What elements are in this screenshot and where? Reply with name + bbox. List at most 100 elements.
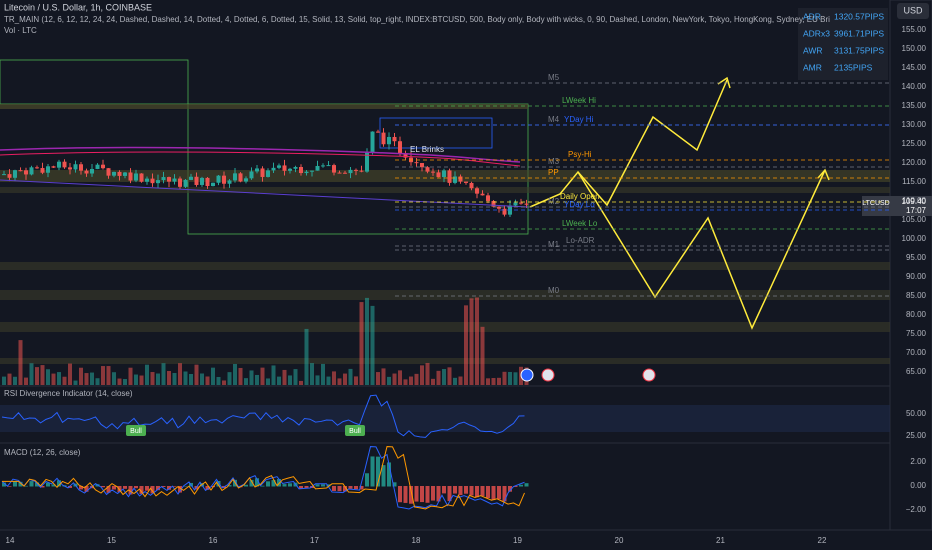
volume-bar xyxy=(183,371,188,385)
volume-bar xyxy=(436,370,441,385)
price-tick-label: 130.00 xyxy=(902,120,927,129)
event-icon[interactable] xyxy=(520,368,534,382)
macd-histogram xyxy=(315,484,320,487)
candle xyxy=(502,208,507,215)
volume-bar xyxy=(211,367,215,385)
event-icon[interactable] xyxy=(642,368,656,382)
volume-bar xyxy=(497,377,501,385)
macd-tick-label: 0.00 xyxy=(910,481,926,490)
macd-histogram xyxy=(183,485,188,487)
volume-bar xyxy=(222,380,226,385)
candle xyxy=(18,170,23,172)
time-tick-label: 18 xyxy=(412,536,421,545)
volume-bar xyxy=(310,363,314,385)
macd-title: MACD (12, 26, close) xyxy=(4,448,81,457)
zone xyxy=(0,358,890,364)
countdown: 17:07 xyxy=(906,206,927,215)
volume-bar xyxy=(46,369,50,385)
candle xyxy=(282,165,287,171)
macd-histogram xyxy=(497,486,501,500)
candle xyxy=(469,182,474,189)
macd-histogram xyxy=(381,465,386,487)
candle xyxy=(200,177,204,185)
candle xyxy=(519,202,523,204)
macd-histogram xyxy=(167,486,171,490)
macd-histogram xyxy=(359,486,364,490)
macd-histogram xyxy=(453,486,457,494)
macd-histogram xyxy=(79,486,83,490)
event-icon[interactable] xyxy=(541,368,555,382)
price-tick-label: 145.00 xyxy=(902,63,927,72)
macd-histogram xyxy=(343,486,347,492)
volume-bar xyxy=(101,366,105,385)
time-tick-label: 22 xyxy=(818,536,827,545)
currency-button[interactable] xyxy=(897,3,929,19)
macd-histogram xyxy=(480,486,485,497)
candle xyxy=(238,173,243,182)
macd-histogram xyxy=(414,486,419,502)
volume-bar xyxy=(156,373,160,385)
volume-bar xyxy=(480,326,485,385)
rsi-line xyxy=(1,394,525,438)
info-value: 3961.71PIPS xyxy=(834,28,884,38)
level-label: EL Brinks xyxy=(410,145,444,154)
candle xyxy=(442,170,446,178)
candle xyxy=(178,178,182,187)
candle xyxy=(387,136,391,145)
price-tick-label: 70.00 xyxy=(906,348,927,357)
macd-histogram xyxy=(513,486,518,487)
volume-bar xyxy=(337,378,342,385)
macd-histogram xyxy=(156,486,160,491)
macd-histogram xyxy=(106,486,111,493)
price-tick-label: 85.00 xyxy=(906,291,927,300)
macd-histogram xyxy=(123,486,127,489)
signal-line xyxy=(2,446,525,510)
candle xyxy=(332,165,336,173)
candle xyxy=(79,164,83,171)
macd-tick-label: 2.00 xyxy=(910,457,926,466)
volume-bar xyxy=(266,378,270,385)
volume-bar xyxy=(172,373,177,385)
candle xyxy=(244,178,248,182)
level-label: YDay Hi xyxy=(564,115,594,124)
currency[interactable]: USD xyxy=(903,5,923,15)
info-value: 2135PIPS xyxy=(834,62,873,72)
volume-bar xyxy=(79,367,83,385)
macd-histogram xyxy=(458,486,463,496)
price-tick-label: 135.00 xyxy=(902,101,927,110)
candle xyxy=(101,164,105,169)
candle xyxy=(403,153,408,158)
level-label: M5 xyxy=(548,73,560,82)
volume-bar xyxy=(24,377,28,385)
macd-histogram xyxy=(370,456,375,487)
info-key: AMR xyxy=(803,62,822,72)
volume-bar xyxy=(117,378,122,385)
macd-histogram xyxy=(51,484,56,487)
info-value: 3131.75PIPS xyxy=(834,45,884,55)
volume-bar xyxy=(475,297,479,385)
volume-bar xyxy=(51,373,56,385)
time-tick-label: 15 xyxy=(107,536,116,545)
level-label: Daily Open xyxy=(560,192,600,201)
candle xyxy=(84,170,89,174)
info-key: ADR xyxy=(803,11,821,21)
candle xyxy=(249,171,254,179)
volume-bar xyxy=(40,365,45,385)
time-tick-label: 20 xyxy=(615,536,624,545)
candle xyxy=(24,170,28,175)
macd-histogram xyxy=(469,486,474,496)
candle xyxy=(436,172,441,178)
volume-bar xyxy=(458,376,463,385)
volume-bar xyxy=(321,363,325,385)
projection-line xyxy=(577,169,826,330)
volume-bar xyxy=(249,370,254,385)
macd-histogram xyxy=(321,484,325,487)
volume-bar xyxy=(508,371,512,385)
candle xyxy=(337,172,342,174)
macd-histogram xyxy=(35,482,39,487)
macd-histogram xyxy=(128,486,133,495)
macd-histogram xyxy=(447,486,452,502)
macd-tick-label: −2.00 xyxy=(906,505,927,514)
level-label: YDay Lo xyxy=(564,200,595,209)
